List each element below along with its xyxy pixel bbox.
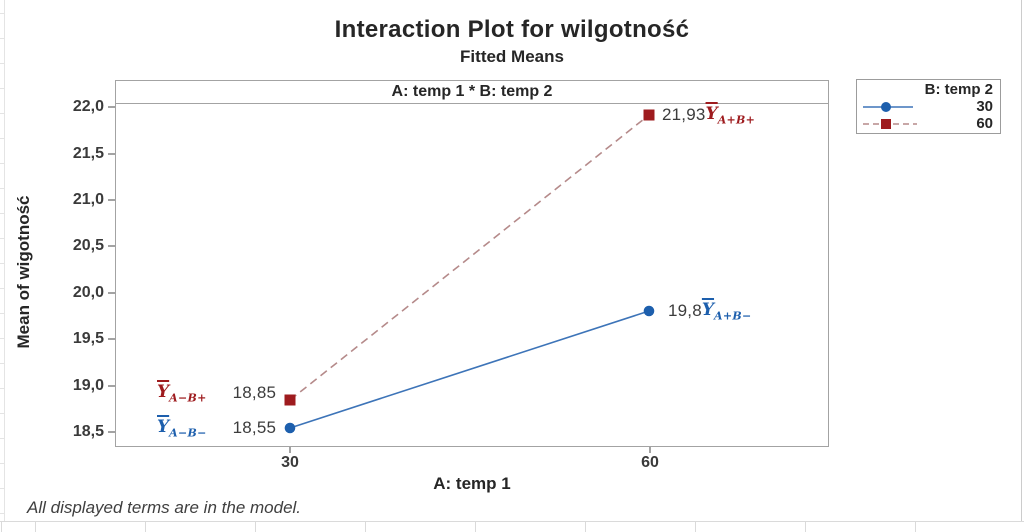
- y-tick-label: 21,5: [72, 145, 104, 162]
- annotation-value: 19,8: [668, 301, 702, 320]
- y-tick-mark: [108, 153, 115, 155]
- y-tick-mark: [108, 385, 115, 387]
- y-tick-mark: [108, 245, 115, 247]
- ybar-symbol: YA−B−: [157, 417, 207, 440]
- x-tick-mark: [649, 447, 651, 453]
- ybar-symbol: YA+B+: [705, 104, 756, 127]
- chart-title: Interaction Plot for wilgotność: [334, 16, 690, 43]
- x-tick-mark: [289, 447, 291, 453]
- chart-subtitle: Fitted Means: [460, 47, 564, 66]
- panel-title: A: temp 1 * B: temp 2: [116, 81, 828, 104]
- annotation-a-plus-b-plus: 21,93 YA+B+: [662, 105, 755, 129]
- y-tick-label: 19,5: [72, 330, 104, 347]
- y-tick-label: 22,0: [72, 98, 104, 115]
- legend: B: temp 2 30 60: [856, 79, 1001, 134]
- y-tick-mark: [108, 199, 115, 201]
- x-tick-label: 60: [641, 454, 659, 471]
- y-tick-label: 20,0: [72, 284, 104, 301]
- footer-note: All displayed terms are in the model.: [27, 498, 302, 517]
- legend-title: B: temp 2: [924, 81, 993, 98]
- y-axis-label: Mean of wigotność: [14, 195, 33, 349]
- annotation-value: 21,93: [662, 105, 706, 124]
- legend-label: 30: [976, 97, 993, 115]
- annotation-value: 18,55: [232, 418, 277, 437]
- ybar-symbol: YA−B+: [157, 382, 207, 405]
- y-tick-mark: [108, 106, 115, 108]
- y-tick-label: 21,0: [72, 191, 104, 208]
- y-tick-mark: [108, 431, 115, 433]
- annotation-a-plus-b-minus: 19,8 YA+B−: [668, 301, 752, 325]
- x-tick-label: 30: [281, 454, 299, 471]
- x-axis-label: A: temp 1: [433, 474, 511, 493]
- annotation-a-minus-b-minus: YA−B− 18,55: [157, 418, 276, 442]
- y-tick-mark: [108, 292, 115, 294]
- ybar-symbol: YA+B−: [701, 300, 752, 323]
- legend-label: 60: [976, 114, 993, 132]
- annotation-a-minus-b-plus: YA−B+ 18,85: [157, 383, 276, 407]
- legend-sample-dashed-square: [863, 118, 917, 129]
- worksheet-bottom-sliver: [0, 521, 1024, 532]
- legend-entry-60: 60: [861, 115, 993, 132]
- y-tick-label: 19,0: [72, 377, 104, 394]
- y-tick-mark: [108, 338, 115, 340]
- legend-entry-30: 30: [861, 98, 993, 115]
- window-right-edge: [1021, 0, 1022, 521]
- y-tick-label: 18,5: [72, 423, 104, 440]
- annotation-value: 18,85: [232, 383, 277, 402]
- y-tick-label: 20,5: [72, 237, 104, 254]
- worksheet-left-sliver: [0, 0, 5, 521]
- legend-sample-solid-circle: [863, 101, 913, 112]
